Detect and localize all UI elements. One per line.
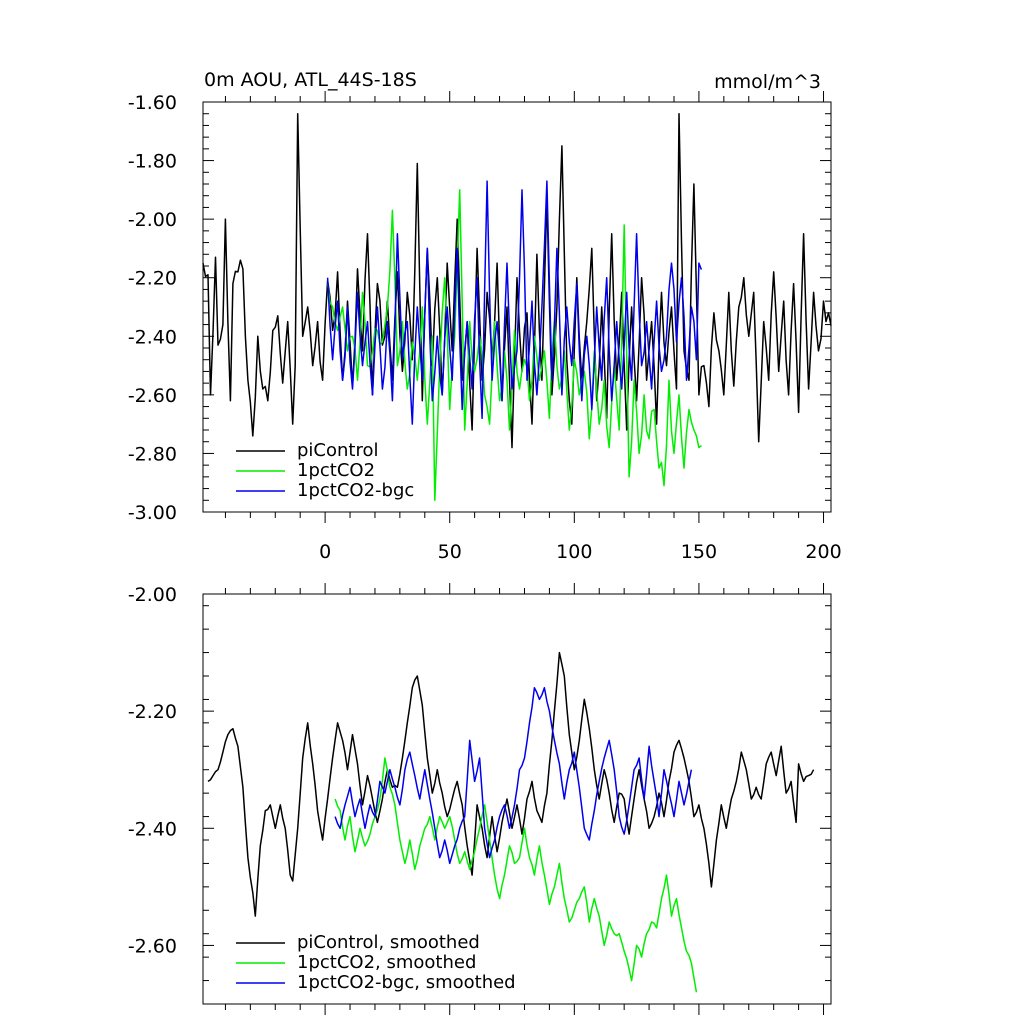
top-panel: 0m AOU, ATL_44S-18S mmol/m^3 0 50 100 150 20… bbox=[128, 69, 842, 563]
bottom-legend: piControl, smoothed 1pctCO2, smoothed 1p… bbox=[236, 932, 516, 993]
y-tick-label: -3.00 bbox=[128, 502, 177, 524]
x-tick-label: 100 bbox=[556, 541, 592, 563]
x-tick-label: 50 bbox=[438, 541, 462, 563]
series-line-1pctco2-bgc bbox=[326, 180, 703, 425]
x-tick-label: 150 bbox=[681, 541, 717, 563]
top-panel-title: 0m AOU, ATL_44S-18S bbox=[204, 69, 417, 91]
y-tick-label: -1.60 bbox=[128, 92, 177, 114]
y-tick-label: -2.60 bbox=[128, 935, 177, 957]
legend-label-picontrol-smoothed: piControl, smoothed bbox=[297, 932, 480, 953]
legend-label-picontrol: piControl bbox=[297, 440, 379, 461]
bottom-panel-frame bbox=[202, 593, 832, 1005]
y-tick-label: -2.20 bbox=[128, 268, 177, 290]
legend-label-1pctco2-bgc-smoothed: 1pctCO2-bgc, smoothed bbox=[297, 972, 516, 993]
y-tick-label: -2.00 bbox=[128, 209, 177, 231]
legend-label-1pctco2-bgc: 1pctCO2-bgc bbox=[297, 480, 414, 501]
y-tick-label: -2.40 bbox=[128, 818, 177, 840]
series-line-picontrol-smoothed bbox=[207, 651, 815, 917]
top-legend: piControl 1pctCO2 1pctCO2-bgc bbox=[236, 440, 414, 501]
y-tick-label: -2.80 bbox=[128, 443, 177, 465]
bottom-panel: -2.60 -2.40 -2.20 -2.00 piControl, smoothed… bbox=[128, 583, 832, 1015]
top-panel-frame bbox=[202, 101, 832, 513]
y-tick-label: -2.00 bbox=[128, 584, 177, 606]
series-line-1pctco2-smoothed bbox=[334, 757, 698, 993]
y-tick-label: -1.80 bbox=[128, 151, 177, 173]
top-panel-units: mmol/m^3 bbox=[714, 71, 821, 93]
legend-label-1pctco2-smoothed: 1pctCO2, smoothed bbox=[297, 952, 476, 973]
series-line-1pctco2-bgc-smoothed bbox=[334, 686, 693, 865]
y-tick-label: -2.60 bbox=[128, 385, 177, 407]
x-tick-label: 0 bbox=[319, 541, 331, 563]
y-tick-label: -2.40 bbox=[128, 326, 177, 348]
legend-label-1pctco2: 1pctCO2 bbox=[297, 460, 375, 481]
series-line-1pctco2 bbox=[326, 189, 702, 502]
series-line-picontrol bbox=[202, 112, 832, 449]
x-tick-label: 200 bbox=[805, 541, 841, 563]
y-tick-label: -2.20 bbox=[128, 701, 177, 723]
